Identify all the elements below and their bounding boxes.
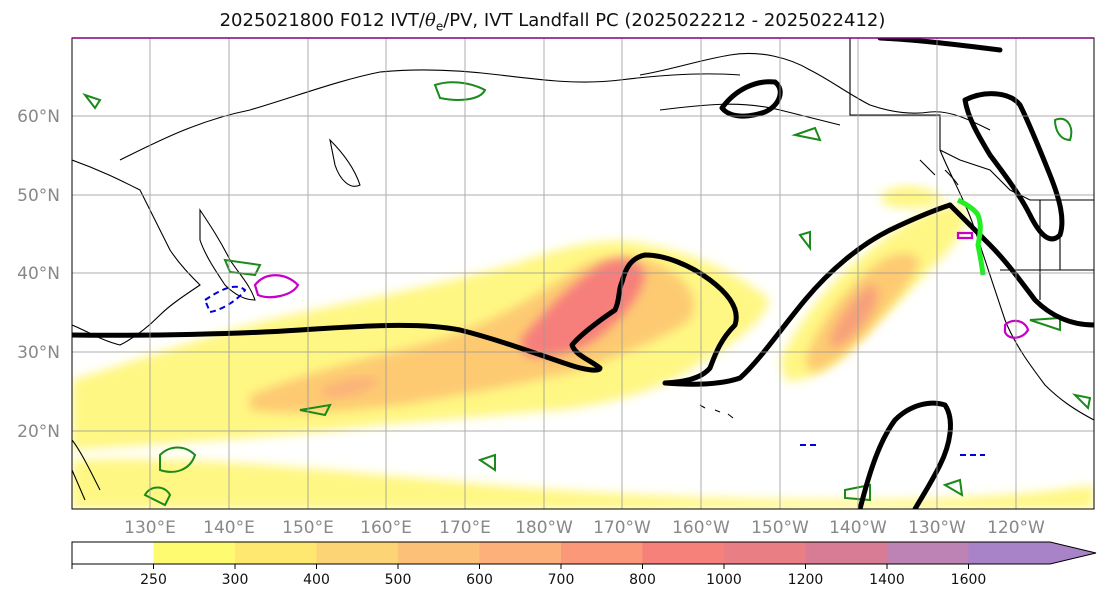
chart-title: 2025021800 F012 IVT/θe/PV, IVT Landfall … bbox=[219, 10, 886, 34]
lat-label-60n: 60°N bbox=[17, 107, 60, 127]
magenta-contour-1 bbox=[253, 274, 300, 299]
lat-labels: 60°N 50°N 40°N 30°N 20°N bbox=[17, 107, 60, 442]
pc-contour-main bbox=[72, 202, 953, 387]
pv-contours bbox=[82, 81, 1092, 507]
lat-label-50n: 50°N bbox=[17, 186, 60, 206]
lon-label-150w: 150°W bbox=[751, 518, 809, 538]
colorbar: 250 300 400 500 600 700 800 1000 1200 1400 1600 bbox=[71, 541, 1097, 588]
colorbar-segment bbox=[153, 542, 236, 564]
coastlines bbox=[72, 38, 1094, 501]
lat-label-30n: 30°N bbox=[17, 343, 60, 363]
pv-contour-4 bbox=[159, 446, 197, 473]
theta-contours bbox=[203, 285, 985, 456]
colorbar-label: 1600 bbox=[951, 572, 987, 588]
colorbar-segment bbox=[398, 542, 480, 564]
lon-labels: 130°E 140°E 150°E 160°E 170°E 180°W 170°… bbox=[124, 518, 1045, 538]
gridlines bbox=[72, 38, 1094, 509]
lon-label-120w: 120°W bbox=[987, 518, 1045, 538]
colorbar-segment bbox=[235, 542, 317, 564]
colorbar-segment bbox=[805, 542, 888, 564]
lat-label-40n: 40°N bbox=[17, 264, 60, 284]
ivt-core-west bbox=[520, 259, 645, 357]
pv-contour-5 bbox=[143, 486, 172, 507]
japan-coast bbox=[199, 208, 256, 301]
canada-border bbox=[849, 38, 1094, 201]
lon-label-130w: 130°W bbox=[908, 518, 966, 538]
pv-contour-3 bbox=[299, 403, 332, 417]
pv-contour-10 bbox=[223, 258, 262, 277]
pv-contour-2 bbox=[82, 93, 102, 110]
islands-bc bbox=[919, 159, 959, 186]
pv-contour-1 bbox=[433, 81, 487, 101]
colorbar-label: 300 bbox=[222, 572, 249, 588]
colorbar-label: 1200 bbox=[788, 572, 824, 588]
theta-contour-1 bbox=[203, 285, 247, 314]
colorbar-segment bbox=[479, 542, 562, 564]
ivt-core-east bbox=[830, 285, 878, 348]
lon-label-140w: 140°W bbox=[829, 518, 887, 538]
ivt-band-south bbox=[72, 459, 1094, 509]
siberia-coast bbox=[119, 69, 741, 161]
lat-label-20n: 20°N bbox=[17, 422, 60, 442]
colorbar-segment bbox=[724, 542, 806, 564]
pc-contour-south bbox=[857, 400, 953, 509]
lon-label-170e: 170°E bbox=[439, 518, 491, 538]
pv-contour-11 bbox=[1071, 393, 1092, 411]
pv-contour-13 bbox=[798, 230, 811, 251]
colorbar-label: 800 bbox=[629, 572, 656, 588]
ivt-band-north bbox=[880, 185, 945, 209]
magenta-contour-3 bbox=[956, 231, 974, 240]
pc-contour-canada bbox=[962, 91, 1065, 242]
pv-contour-12 bbox=[1029, 316, 1061, 332]
colorbar-segment bbox=[642, 542, 725, 564]
asia-coast bbox=[72, 159, 201, 346]
landfall-line bbox=[956, 197, 986, 276]
pv-contour-6 bbox=[791, 126, 822, 142]
colorbar-label: 700 bbox=[548, 572, 575, 588]
lon-label-160e: 160°E bbox=[360, 518, 412, 538]
lon-label-180w: 180°W bbox=[515, 518, 573, 538]
colorbar-segment bbox=[887, 542, 969, 564]
lon-label-170w: 170°W bbox=[593, 518, 651, 538]
pc-contours bbox=[72, 38, 1094, 509]
colorbar-label: 250 bbox=[140, 572, 167, 588]
colorbar-extend-arrow bbox=[968, 542, 1096, 564]
magenta-contours bbox=[253, 231, 1030, 339]
colorbar-label: 1000 bbox=[706, 572, 742, 588]
kamchatka bbox=[329, 138, 361, 187]
pc-contour-coast bbox=[947, 202, 1094, 328]
alaska-coast bbox=[639, 52, 991, 131]
colorbar-frame bbox=[71, 541, 1097, 565]
colorbar-segment bbox=[316, 542, 399, 564]
colorbar-label: 1400 bbox=[869, 572, 905, 588]
colorbar-label: 600 bbox=[466, 572, 493, 588]
colorbar-segment bbox=[561, 542, 643, 564]
lon-label-130e: 130°E bbox=[124, 518, 176, 538]
pv-contour-9 bbox=[844, 483, 871, 502]
colorbar-label: 500 bbox=[385, 572, 412, 588]
colorbar-label: 400 bbox=[303, 572, 330, 588]
ivt-core-mid bbox=[320, 378, 380, 397]
pv-contour-8 bbox=[477, 453, 496, 472]
lon-label-160w: 160°W bbox=[672, 518, 730, 538]
philippines bbox=[72, 439, 101, 501]
colorbar-segment bbox=[72, 542, 154, 564]
magenta-contour-2 bbox=[1003, 319, 1030, 339]
pv-contour-14 bbox=[942, 478, 964, 497]
lon-label-150e: 150°E bbox=[282, 518, 334, 538]
pv-contour-7 bbox=[1053, 117, 1073, 142]
map-content bbox=[72, 38, 1094, 509]
lon-label-140e: 140°E bbox=[203, 518, 255, 538]
